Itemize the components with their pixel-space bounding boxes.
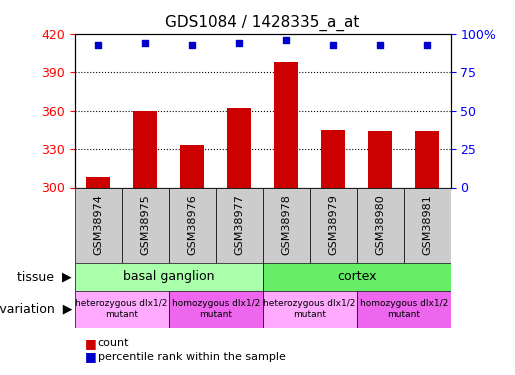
FancyBboxPatch shape — [404, 188, 451, 262]
FancyBboxPatch shape — [263, 262, 451, 291]
Text: GSM38974: GSM38974 — [93, 195, 103, 255]
Point — [141, 40, 149, 46]
Bar — [416, 131, 439, 188]
FancyBboxPatch shape — [75, 188, 122, 262]
Bar — [321, 130, 345, 188]
FancyBboxPatch shape — [75, 291, 168, 328]
Text: GSM38978: GSM38978 — [281, 195, 291, 255]
Text: GSM38976: GSM38976 — [187, 195, 197, 255]
Text: GSM38977: GSM38977 — [234, 195, 244, 255]
FancyBboxPatch shape — [75, 262, 263, 291]
Text: percentile rank within the sample: percentile rank within the sample — [98, 352, 286, 362]
Text: cortex: cortex — [337, 270, 376, 283]
Bar — [180, 145, 204, 188]
Text: ■: ■ — [85, 337, 97, 350]
Text: GSM38981: GSM38981 — [422, 195, 432, 255]
Text: heterozygous dlx1/2
mutant: heterozygous dlx1/2 mutant — [264, 299, 356, 320]
Text: homozygous dlx1/2
mutant: homozygous dlx1/2 mutant — [171, 299, 260, 320]
Point — [282, 37, 290, 43]
Text: ■: ■ — [85, 351, 97, 363]
Bar — [228, 108, 251, 188]
Point — [423, 42, 431, 48]
Bar — [274, 62, 298, 188]
Text: GSM38980: GSM38980 — [375, 195, 385, 255]
FancyBboxPatch shape — [310, 188, 356, 262]
FancyBboxPatch shape — [356, 291, 451, 328]
Text: homozygous dlx1/2
mutant: homozygous dlx1/2 mutant — [359, 299, 448, 320]
FancyBboxPatch shape — [216, 188, 263, 262]
FancyBboxPatch shape — [356, 188, 404, 262]
Point — [376, 42, 384, 48]
Text: GSM38975: GSM38975 — [140, 195, 150, 255]
Text: tissue  ▶: tissue ▶ — [18, 270, 72, 283]
FancyBboxPatch shape — [263, 188, 310, 262]
FancyBboxPatch shape — [263, 291, 356, 328]
Point — [94, 42, 102, 48]
Text: genotype/variation  ▶: genotype/variation ▶ — [0, 303, 72, 316]
Text: count: count — [98, 338, 129, 348]
FancyBboxPatch shape — [168, 188, 216, 262]
Text: heterozygous dlx1/2
mutant: heterozygous dlx1/2 mutant — [76, 299, 168, 320]
Bar — [133, 111, 157, 188]
Text: basal ganglion: basal ganglion — [123, 270, 214, 283]
Text: GSM38979: GSM38979 — [328, 195, 338, 255]
Title: GDS1084 / 1428335_a_at: GDS1084 / 1428335_a_at — [165, 15, 360, 31]
Point — [329, 42, 337, 48]
Bar — [368, 131, 392, 188]
Bar — [87, 177, 110, 188]
FancyBboxPatch shape — [122, 188, 168, 262]
Point — [188, 42, 196, 48]
Point — [235, 40, 243, 46]
FancyBboxPatch shape — [168, 291, 263, 328]
